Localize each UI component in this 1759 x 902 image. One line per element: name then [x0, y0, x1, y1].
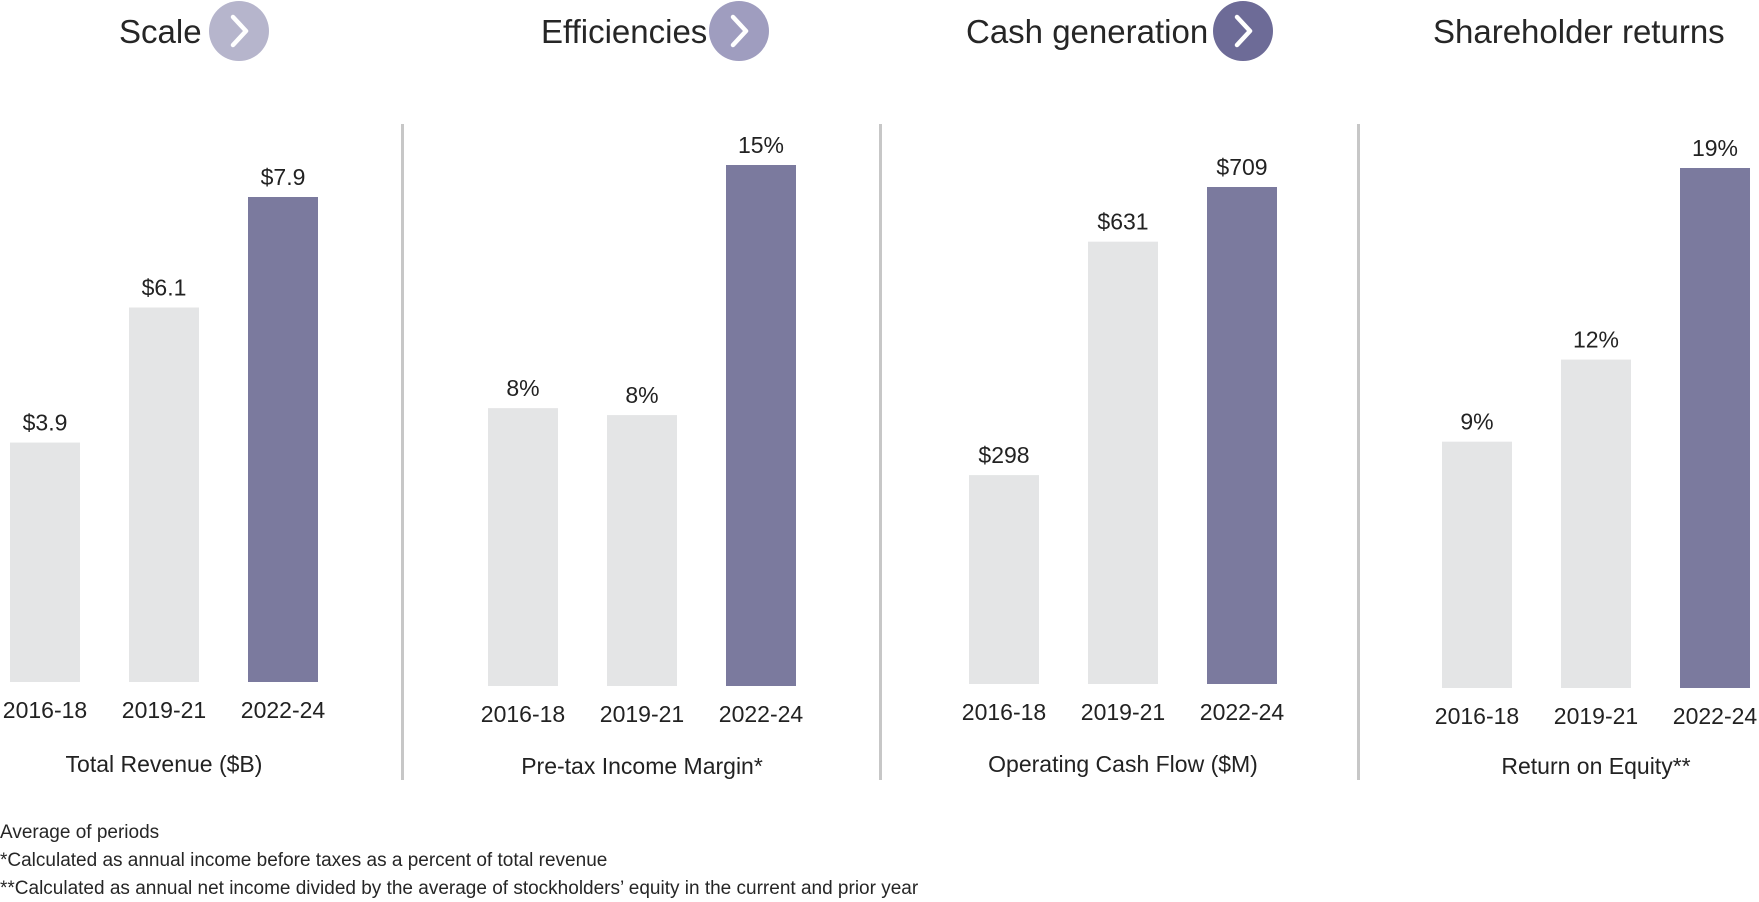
tick-label: 2019-21: [1554, 703, 1638, 729]
data-label: 8%: [625, 382, 658, 408]
data-label: 8%: [506, 375, 539, 401]
footnote-average: Average of periods: [0, 822, 160, 843]
panel-divider: [1357, 124, 1360, 780]
section-title-shareholder-returns: Shareholder returns: [1433, 13, 1725, 50]
data-label: $709: [1216, 154, 1267, 180]
axis-label: Total Revenue ($B): [66, 751, 263, 777]
bar-2016-18: [488, 408, 558, 686]
bar-2022-24: [1680, 168, 1750, 688]
bar-2016-18: [969, 475, 1039, 684]
tick-label: 2016-18: [3, 697, 87, 723]
bar-2022-24: [1207, 187, 1277, 684]
data-label: 12%: [1573, 327, 1619, 353]
axis-label: Operating Cash Flow ($M): [988, 751, 1258, 777]
data-label: $298: [978, 442, 1029, 468]
bar-2022-24: [726, 165, 796, 686]
data-label: $3.9: [23, 410, 68, 436]
tick-label: 2019-21: [600, 701, 684, 727]
bar-2019-21: [1088, 241, 1158, 685]
section-title-scale: Scale: [119, 13, 202, 50]
footnote-pretax: *Calculated as annual income before taxe…: [0, 850, 608, 871]
tick-label: 2016-18: [481, 701, 565, 727]
bar-2016-18: [10, 442, 80, 682]
tick-label: 2016-18: [962, 699, 1046, 725]
tick-label: 2019-21: [1081, 699, 1165, 725]
tick-label: 2019-21: [122, 697, 206, 723]
tick-label: 2016-18: [1435, 703, 1519, 729]
data-label: $7.9: [261, 164, 306, 190]
tick-label: 2022-24: [719, 701, 804, 727]
bar-2019-21: [1561, 359, 1631, 688]
section-title-efficiencies: Efficiencies: [541, 13, 708, 50]
section-title-cash-generation: Cash generation: [966, 13, 1209, 50]
axis-label: Return on Equity**: [1501, 753, 1690, 779]
bar-2019-21: [607, 415, 677, 686]
panel-divider: [879, 124, 882, 780]
chevron-right-icon[interactable]: [709, 1, 769, 61]
chevron-right-icon[interactable]: [1213, 1, 1273, 61]
tick-label: 2022-24: [1200, 699, 1285, 725]
bar-2019-21: [129, 307, 199, 682]
bar-charts: $3.9 2016-18 $6.1 2019-21 $7.9 2022-24 Total R…: [3, 132, 1758, 779]
chevron-right-icon[interactable]: [209, 1, 269, 61]
axis-label: Pre-tax Income Margin*: [521, 753, 763, 779]
bar-2022-24: [248, 197, 318, 682]
tick-label: 2022-24: [241, 697, 326, 723]
data-label: $631: [1097, 209, 1148, 235]
footnote-roe: **Calculated as annual net income divide…: [0, 878, 919, 899]
data-label: 15%: [738, 132, 784, 158]
data-label: $6.1: [142, 275, 187, 301]
data-label: 9%: [1460, 409, 1493, 435]
panel-divider: [401, 124, 404, 780]
tick-label: 2022-24: [1673, 703, 1758, 729]
bar-2016-18: [1442, 441, 1512, 688]
data-label: 19%: [1692, 135, 1738, 161]
